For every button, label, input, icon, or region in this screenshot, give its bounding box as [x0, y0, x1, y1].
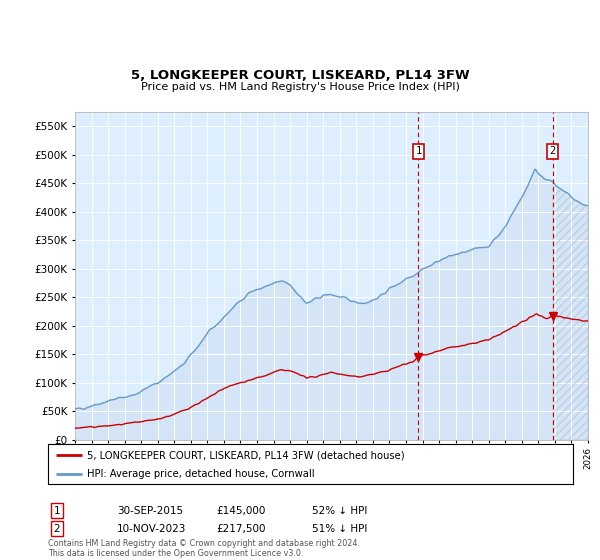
Text: 2: 2: [53, 524, 61, 534]
Text: £145,000: £145,000: [216, 506, 265, 516]
Text: 5, LONGKEEPER COURT, LISKEARD, PL14 3FW (detached house): 5, LONGKEEPER COURT, LISKEARD, PL14 3FW …: [88, 450, 405, 460]
Text: 51% ↓ HPI: 51% ↓ HPI: [312, 524, 367, 534]
Text: £217,500: £217,500: [216, 524, 265, 534]
Text: HPI: Average price, detached house, Cornwall: HPI: Average price, detached house, Corn…: [88, 469, 315, 479]
Text: 5, LONGKEEPER COURT, LISKEARD, PL14 3FW: 5, LONGKEEPER COURT, LISKEARD, PL14 3FW: [131, 69, 469, 82]
Text: Contains HM Land Registry data © Crown copyright and database right 2024.
This d: Contains HM Land Registry data © Crown c…: [48, 539, 360, 558]
Text: 2: 2: [550, 146, 556, 156]
Text: 52% ↓ HPI: 52% ↓ HPI: [312, 506, 367, 516]
Text: 10-NOV-2023: 10-NOV-2023: [117, 524, 187, 534]
Text: 1: 1: [53, 506, 61, 516]
Text: 30-SEP-2015: 30-SEP-2015: [117, 506, 183, 516]
Text: 1: 1: [415, 146, 422, 156]
Text: Price paid vs. HM Land Registry's House Price Index (HPI): Price paid vs. HM Land Registry's House …: [140, 82, 460, 92]
